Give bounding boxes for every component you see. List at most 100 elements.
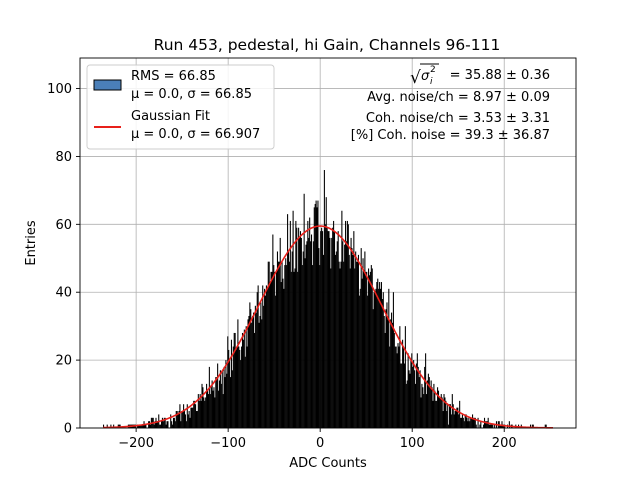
histogram-bar-372 xyxy=(445,400,447,428)
histogram-bar-289 xyxy=(368,275,371,428)
histogram-bar-0 xyxy=(103,424,105,428)
histogram-bar-168 xyxy=(257,285,259,428)
histogram-bar-317 xyxy=(394,346,396,428)
histogram-bar-191 xyxy=(278,261,280,428)
histogram-bar-73 xyxy=(170,414,172,428)
histogram-bar-155 xyxy=(245,326,247,428)
y-tick-label-5: 100 xyxy=(47,82,72,97)
histogram-bar-167 xyxy=(256,292,258,428)
histogram-bar-397 xyxy=(468,417,470,428)
histogram-bar-382 xyxy=(454,411,456,428)
x-tick-label-4: 200 xyxy=(492,436,517,451)
histogram-bar-335 xyxy=(411,353,413,428)
histogram-bar-342 xyxy=(417,366,419,428)
histogram-bar-480 xyxy=(544,424,546,428)
histogram-bar-348 xyxy=(423,394,425,428)
histogram-bar-310 xyxy=(388,288,390,428)
histogram-bar-182 xyxy=(270,271,272,428)
histogram-bar-149 xyxy=(240,360,242,428)
histogram-bar-183 xyxy=(271,271,273,428)
histogram-bar-129 xyxy=(221,370,223,428)
histogram-bar-339 xyxy=(414,383,417,428)
histogram-bar-381 xyxy=(453,414,455,428)
histogram-bar-188 xyxy=(276,271,278,428)
histogram-bar-11 xyxy=(113,424,115,428)
histogram-bar-131 xyxy=(223,366,225,428)
histogram-bar-179 xyxy=(267,261,269,428)
histogram-bar-290 xyxy=(369,271,371,428)
histogram-bar-244 xyxy=(327,231,329,428)
histogram-bar-291 xyxy=(370,265,372,428)
histogram-bar-283 xyxy=(363,271,365,428)
histogram-bar-316 xyxy=(393,332,395,428)
histogram-bar-159 xyxy=(249,302,251,428)
histogram-bar-118 xyxy=(211,380,213,428)
histogram-bar-40 xyxy=(139,424,141,428)
histogram-bar-223 xyxy=(308,237,310,428)
histogram-bar-93 xyxy=(188,411,190,428)
histogram-bar-158 xyxy=(248,315,250,428)
histogram-bar-163 xyxy=(253,312,255,428)
histogram-bar-393 xyxy=(464,414,466,428)
histogram-bar-78 xyxy=(174,421,176,428)
x-tick-label-3: 100 xyxy=(400,436,425,451)
histogram-bar-277 xyxy=(357,254,359,428)
histogram-bar-324 xyxy=(401,363,403,428)
histogram-bar-55 xyxy=(153,424,155,428)
histogram-bar-386 xyxy=(458,414,460,428)
histogram-bar-431 xyxy=(499,424,501,428)
histogram-bar-132 xyxy=(224,377,226,428)
histogram-bar-309 xyxy=(387,319,389,428)
histogram-bar-389 xyxy=(460,417,463,428)
histogram-bar-387 xyxy=(459,400,461,428)
histogram-bar-353 xyxy=(427,373,429,428)
histogram-bar-302 xyxy=(380,282,382,428)
histogram-bar-226 xyxy=(310,234,313,428)
histogram-bar-87 xyxy=(183,404,185,428)
legend-fit-label-line1: Gaussian Fit xyxy=(131,109,210,124)
histogram-bar-111 xyxy=(205,397,207,428)
histogram-bar-359 xyxy=(433,383,435,428)
histogram-bar-171 xyxy=(260,302,262,428)
noise-annotations: √ σ 2 i = 35.88 ± 0.36 Avg. noise/ch = 8… xyxy=(351,63,550,143)
histogram-bar-42 xyxy=(141,424,143,428)
histogram-bar-252 xyxy=(334,254,336,428)
coh-noise-annotation: Coh. noise/ch = 3.53 ± 3.31 xyxy=(366,111,550,126)
histogram-bar-394 xyxy=(465,414,467,428)
histogram-bar-50 xyxy=(149,421,151,428)
histogram-bar-385 xyxy=(457,407,459,428)
histogram-bar-139 xyxy=(230,339,232,428)
histogram-bar-80 xyxy=(176,411,178,428)
histogram-bar-266 xyxy=(347,224,349,428)
histogram-bar-61 xyxy=(159,424,161,428)
histogram-bar-153 xyxy=(243,329,245,428)
histogram-bar-86 xyxy=(182,411,184,428)
histogram-bar-356 xyxy=(430,380,432,428)
histogram-bar-220 xyxy=(305,244,307,428)
histogram-bar-97 xyxy=(192,407,194,428)
histogram-bar-401 xyxy=(472,414,474,428)
histogram-bar-415 xyxy=(484,421,486,428)
histogram-bar-144 xyxy=(235,349,237,428)
histogram-bar-222 xyxy=(307,220,309,428)
histogram-bar-84 xyxy=(180,421,182,428)
histogram-bar-367 xyxy=(440,394,442,428)
histogram-bar-70 xyxy=(167,421,169,428)
histogram-bar-209 xyxy=(295,220,297,428)
histogram-bar-432 xyxy=(500,424,502,428)
histogram-bar-176 xyxy=(264,295,267,428)
histogram-bar-232 xyxy=(316,207,318,428)
x-tick-label-1: −100 xyxy=(210,436,246,451)
histogram-bar-138 xyxy=(229,377,232,428)
histogram-bar-466 xyxy=(531,424,533,428)
histogram-bar-321 xyxy=(398,346,400,428)
histogram-bar-85 xyxy=(181,411,183,428)
histogram-bar-83 xyxy=(179,404,181,428)
histogram-bar-107 xyxy=(201,383,203,428)
histogram-bar-248 xyxy=(331,237,333,428)
histogram-bar-481 xyxy=(545,424,547,428)
histogram-bar-329 xyxy=(405,383,407,428)
histogram-bar-405 xyxy=(475,424,477,428)
sqrt-symbol: √ xyxy=(410,68,421,88)
histogram-bar-398 xyxy=(469,421,471,428)
